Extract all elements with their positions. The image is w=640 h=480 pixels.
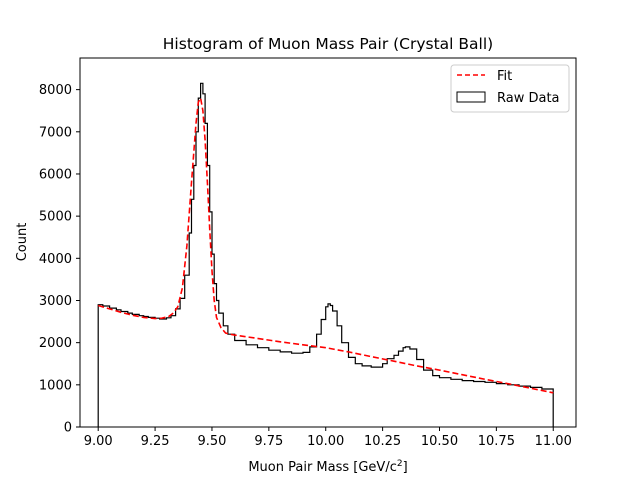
- y-tick-label: 0: [64, 421, 72, 436]
- x-axis-label-end: ]: [403, 460, 408, 475]
- x-tick-label: 10.00: [307, 434, 344, 449]
- series-fit-line: [97, 95, 554, 394]
- legend-raw-data-swatch: [456, 91, 486, 103]
- series-layer: [97, 82, 554, 427]
- chart-title: Histogram of Muon Mass Pair (Crystal Bal…: [163, 35, 493, 53]
- y-tick-label: 3000: [39, 294, 72, 309]
- y-tick-label: 7000: [39, 125, 72, 140]
- legend: Fit Raw Data: [450, 64, 570, 113]
- series-raw-data-histogram: [97, 82, 554, 427]
- axes-frame: [79, 57, 577, 428]
- x-tick-label: 11.00: [535, 434, 572, 449]
- y-tick-label: 8000: [39, 83, 72, 98]
- x-tick-label: 9.75: [254, 434, 283, 449]
- y-tick-label: 6000: [39, 167, 72, 182]
- x-axis-label-main: Muon Pair Mass [GeV/c: [248, 460, 397, 475]
- x-tick-label: 9.00: [84, 434, 113, 449]
- x-tick-label: 9.50: [197, 434, 226, 449]
- legend-fit-label: Fit: [497, 69, 512, 84]
- legend-raw-data-label: Raw Data: [497, 91, 560, 106]
- x-axis-label-superscript: 2: [397, 459, 403, 469]
- x-tick-label: 10.25: [364, 434, 401, 449]
- x-tick-label: 9.25: [141, 434, 170, 449]
- y-tick-label: 4000: [39, 252, 72, 267]
- y-tick-label: 1000: [39, 378, 72, 393]
- x-axis-label: Muon Pair Mass [GeV/c2]: [248, 459, 407, 475]
- y-tick-label: 5000: [39, 210, 72, 225]
- plot-area: [79, 57, 577, 428]
- y-axis-label: Count: [15, 223, 30, 262]
- y-tick-label: 2000: [39, 336, 72, 351]
- x-tick-label: 10.50: [421, 434, 458, 449]
- y-axis-ticks: 0 1000 2000 3000 4000 5000 6000 7000 8000: [39, 83, 80, 436]
- x-axis-ticks: 9.00 9.25 9.50 9.75 10.00 10.25 10.50 10.75 11.0…: [84, 427, 572, 449]
- x-tick-label: 10.75: [478, 434, 515, 449]
